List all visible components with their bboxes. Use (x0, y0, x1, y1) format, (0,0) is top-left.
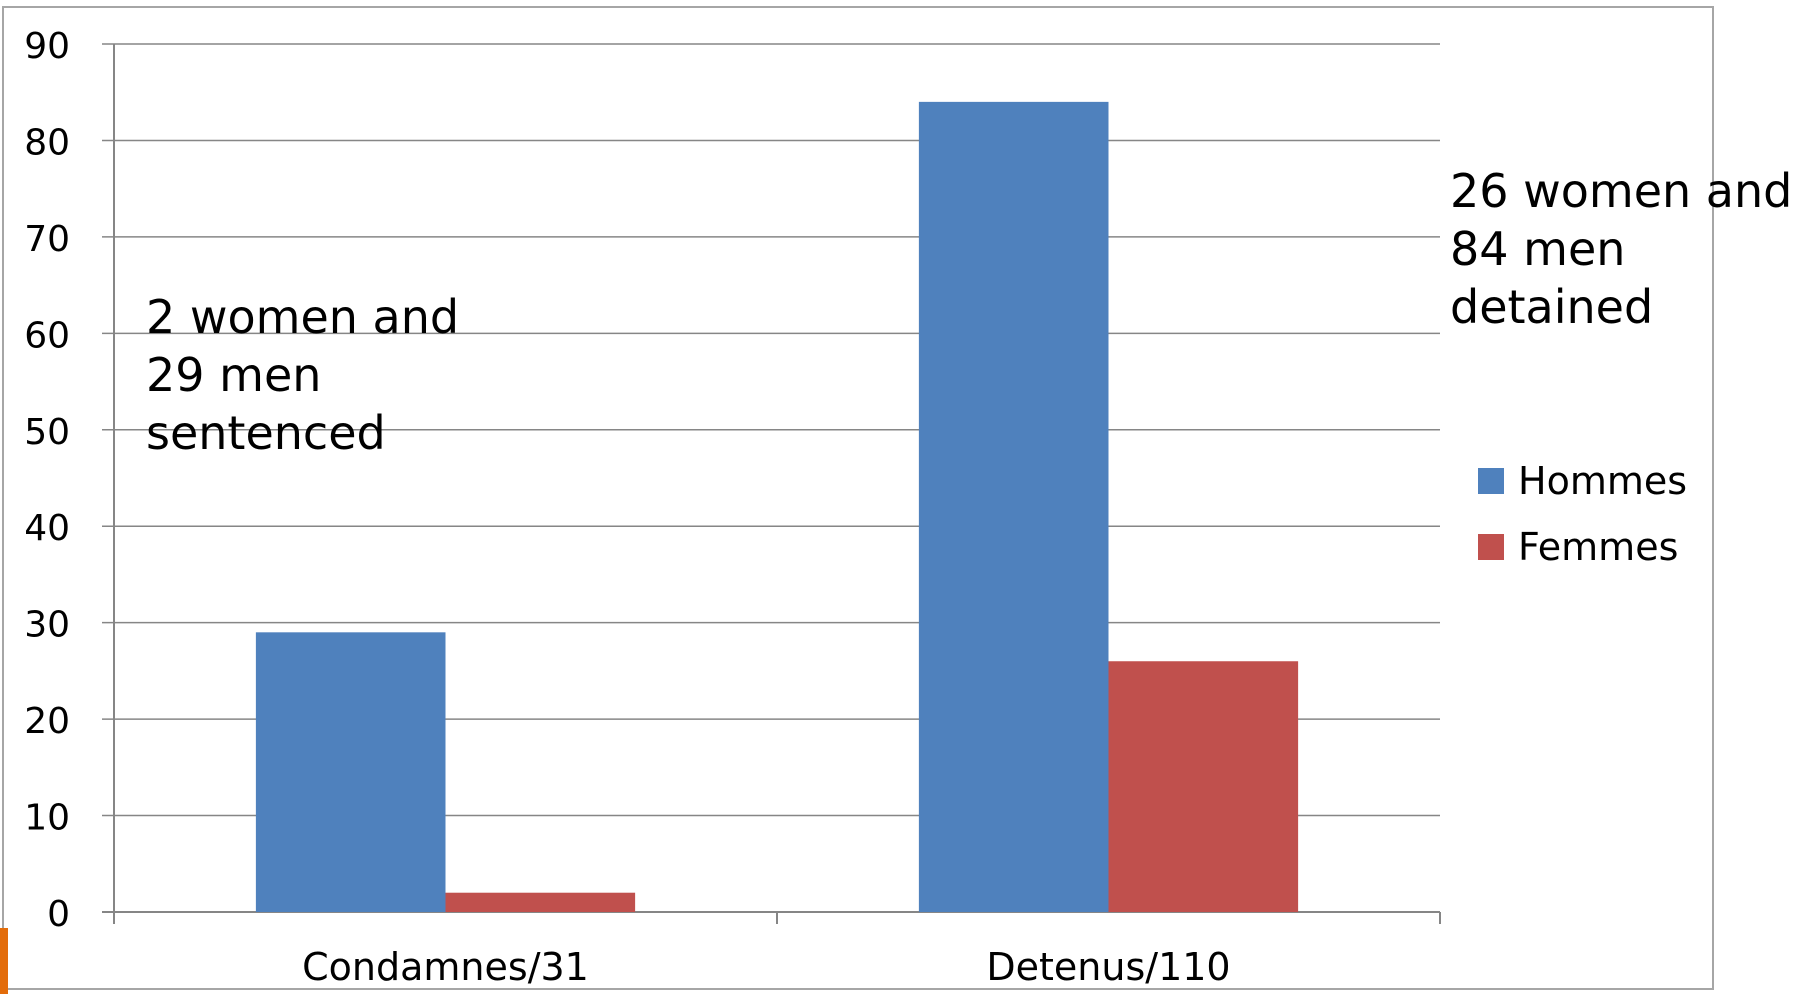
x-tick-label-condamnes-31: Condamnes/31 (302, 945, 589, 989)
y-tick-label-60: 60 (24, 315, 70, 356)
y-tick-label-20: 20 (24, 701, 70, 742)
legend: Hommes Femmes (1478, 448, 1687, 580)
bar-femmes-detenus-110 (1108, 661, 1299, 912)
x-tick-label-detenus-110: Detenus/110 (986, 945, 1230, 989)
y-tick-label-70: 70 (24, 219, 70, 260)
legend-swatch-femmes (1478, 534, 1504, 560)
legend-item-femmes: Femmes (1478, 514, 1687, 580)
annotation-detained: 26 women and 84 men detained (1450, 164, 1793, 334)
legend-item-hommes: Hommes (1478, 448, 1687, 514)
y-tick-label-30: 30 (24, 605, 70, 646)
legend-label-hommes: Hommes (1518, 459, 1688, 503)
legend-label-femmes: Femmes (1518, 525, 1679, 569)
y-tick-label-50: 50 (24, 412, 70, 453)
corner-accent (0, 928, 8, 994)
y-tick-label-40: 40 (24, 508, 70, 549)
y-tick-label-90: 90 (24, 26, 70, 67)
bar-hommes-condamnes-31 (255, 632, 446, 912)
y-tick-label-0: 0 (47, 894, 70, 935)
annotation-sentenced: 2 women and 29 men sentenced (146, 290, 460, 460)
bar-femmes-condamnes-31 (445, 892, 636, 912)
legend-swatch-hommes (1478, 468, 1504, 494)
y-tick-label-80: 80 (24, 122, 70, 163)
y-tick-label-10: 10 (24, 798, 70, 839)
bar-hommes-detenus-110 (918, 101, 1109, 912)
